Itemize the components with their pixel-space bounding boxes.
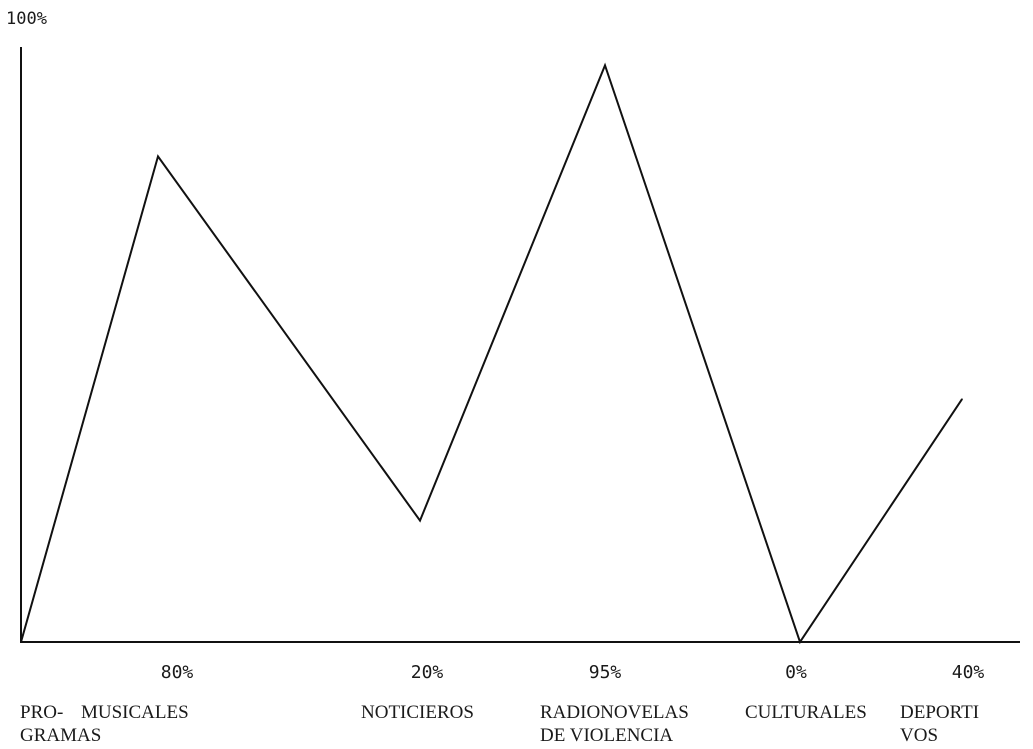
value-label: 40% — [952, 662, 985, 683]
category-label: MUSICALES — [81, 702, 189, 723]
data-point — [20, 641, 22, 643]
y-axis-top-label: 100% — [6, 9, 47, 29]
data-point — [961, 398, 963, 401]
category-label: RADIONOVELAS DE VIOLENCIA — [540, 702, 689, 746]
category-label: CULTURALES — [745, 702, 867, 723]
value-label: 20% — [411, 662, 444, 683]
category-label: NOTICIEROS — [361, 702, 474, 723]
data-point — [157, 155, 159, 158]
series-line — [20, 62, 963, 645]
value-label: 80% — [161, 662, 194, 683]
category-label: DEPORTI VOS — [900, 702, 979, 746]
x-axis-title: PRO-GRAMAS — [20, 702, 101, 746]
value-label: 0% — [785, 662, 807, 683]
data-point — [604, 64, 606, 67]
data-point — [799, 641, 801, 643]
data-point — [419, 519, 421, 522]
value-label: 95% — [589, 662, 622, 683]
